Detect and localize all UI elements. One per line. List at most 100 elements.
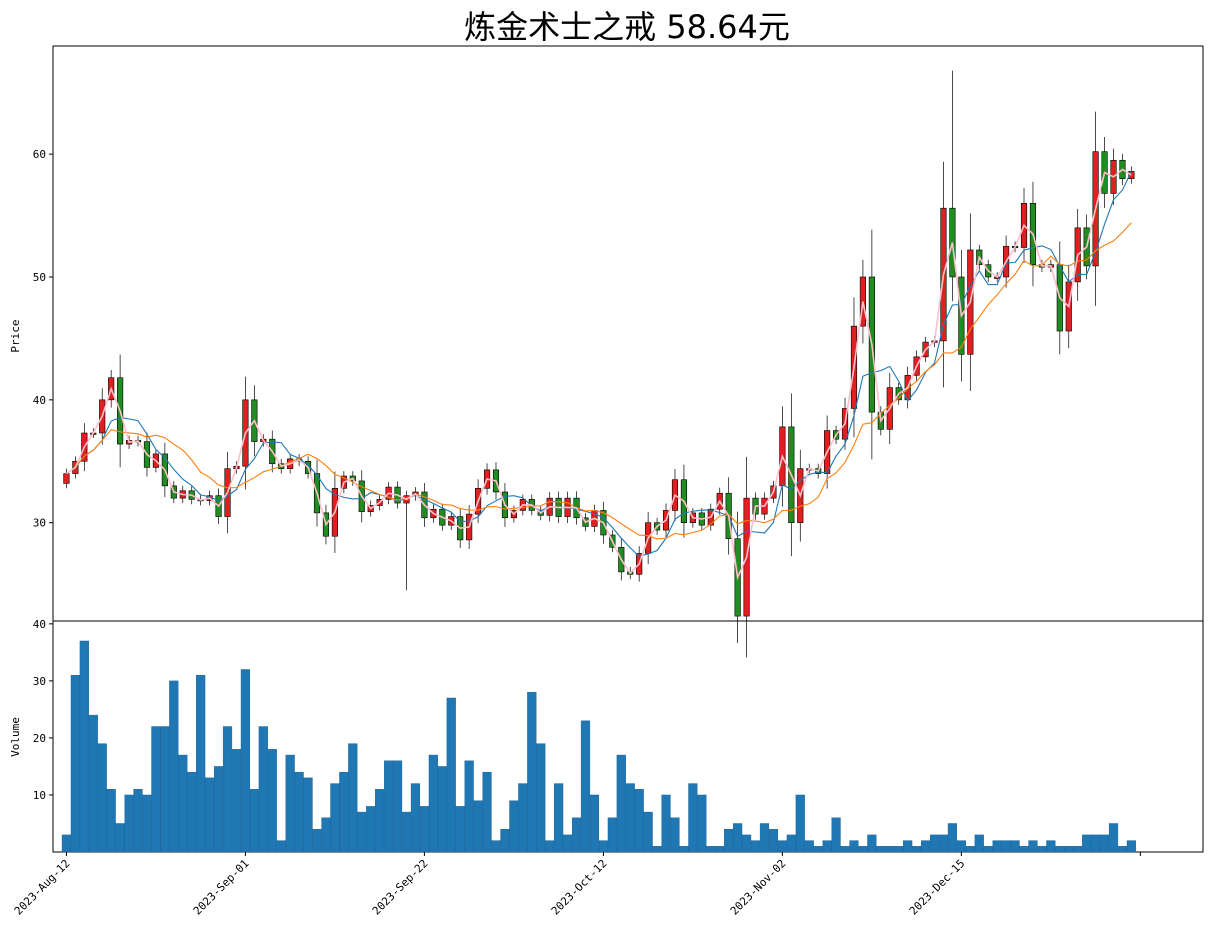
volume-y-tick-label: 10 (33, 789, 46, 802)
volume-bar (303, 777, 313, 853)
volume-bar (652, 846, 662, 853)
volume-bar (106, 789, 116, 853)
volume-bar (222, 726, 233, 853)
volume-bar (786, 834, 796, 853)
volume-bar (741, 834, 752, 853)
volume-bar (151, 726, 161, 853)
volume-bar (446, 697, 456, 853)
volume-bar (894, 846, 904, 853)
volume-bar (258, 726, 268, 853)
volume-bar (697, 794, 707, 853)
volume-bar (1126, 840, 1136, 853)
volume-bar (196, 674, 206, 853)
volume-bar (706, 846, 716, 853)
volume-bar (563, 834, 573, 853)
volume-bar (1117, 846, 1128, 853)
price-y-ticks: 30 40 50 60 (33, 148, 53, 530)
volume-bar (205, 777, 215, 853)
volume-bar (876, 846, 886, 853)
candle-body (63, 473, 70, 484)
volume-bar (768, 828, 779, 853)
volume-bar (428, 754, 438, 853)
volume-bar (840, 846, 850, 853)
volume-bar (777, 840, 787, 853)
volume-bar (187, 771, 197, 853)
volume-y-tick-label: 40 (33, 618, 46, 631)
price-y-tick-label: 40 (33, 394, 46, 407)
volume-bar (715, 846, 725, 853)
volume-bar (285, 754, 295, 853)
volume-bar (339, 771, 349, 853)
volume-bar (1082, 834, 1092, 853)
volume-bar (124, 794, 134, 853)
volume-bar (965, 846, 975, 853)
volume-bar (330, 783, 340, 853)
volume-bar (1001, 840, 1011, 853)
volume-bar (133, 789, 143, 853)
volume-bar (1037, 846, 1047, 853)
volume-bar (1010, 840, 1020, 853)
volume-bar (554, 783, 564, 853)
volume-bar (983, 846, 993, 853)
volume-bar (733, 823, 743, 853)
price-y-tick-label: 60 (33, 148, 46, 161)
volume-bar (947, 823, 958, 853)
price-y-tick-label: 50 (33, 271, 46, 284)
volume-bar (231, 749, 242, 853)
volume-bar (759, 823, 770, 853)
volume-bar (455, 806, 465, 853)
volume-bar (670, 817, 680, 853)
volume-bar (804, 840, 814, 853)
chart-title: 炼金术士之戒 58.64元 (464, 8, 790, 46)
volume-bar (1073, 846, 1083, 853)
volume-bar (929, 834, 940, 853)
volume-bar (401, 811, 412, 853)
volume-bar (1108, 823, 1119, 853)
price-axis-label: Price (9, 319, 22, 352)
volume-y-ticks: 10 20 30 40 (33, 618, 53, 802)
volume-bar (348, 743, 358, 853)
price-panel: 30 40 50 60 Price (9, 45, 1204, 658)
volume-bar (903, 840, 913, 853)
volume-bar (571, 817, 582, 853)
volume-y-tick-label: 30 (33, 675, 46, 688)
volume-bar (661, 794, 671, 853)
volume-bar (464, 760, 474, 853)
moving-average-line (65, 168, 1132, 581)
volume-bar (392, 760, 403, 853)
volume-bar (276, 840, 286, 853)
volume-bar (437, 766, 447, 853)
volume-bar (79, 640, 89, 853)
volume-bar (500, 828, 510, 853)
volume-bar (545, 840, 555, 853)
volume-bar (178, 754, 188, 853)
volume-bar (938, 834, 949, 853)
volume-bar (294, 771, 304, 853)
volume-bar (482, 771, 492, 853)
volume-bar (634, 789, 644, 853)
volume-y-tick-label: 20 (33, 732, 46, 745)
volume-bar (1028, 840, 1038, 853)
volume-bar (750, 840, 761, 853)
volume-bar (527, 692, 537, 853)
volume-bar (169, 680, 179, 853)
volume-bar (795, 794, 805, 853)
volume-bar (1064, 846, 1074, 853)
volume-bar (858, 846, 868, 853)
volume-bar (384, 760, 394, 853)
volume-bar (88, 714, 98, 853)
volume-bar (885, 846, 895, 853)
volume-bar (142, 794, 152, 853)
volume-bar (366, 806, 376, 853)
volume-bar (679, 846, 689, 853)
volume-bar (813, 846, 823, 853)
volume-bar (321, 817, 331, 853)
volume-bar (822, 840, 832, 853)
volume-bar (625, 783, 635, 853)
volume-bar (249, 789, 259, 853)
volume-bars (61, 640, 1136, 853)
volume-bar (213, 766, 224, 853)
volume-bar (473, 800, 483, 853)
volume-bar (357, 811, 367, 853)
